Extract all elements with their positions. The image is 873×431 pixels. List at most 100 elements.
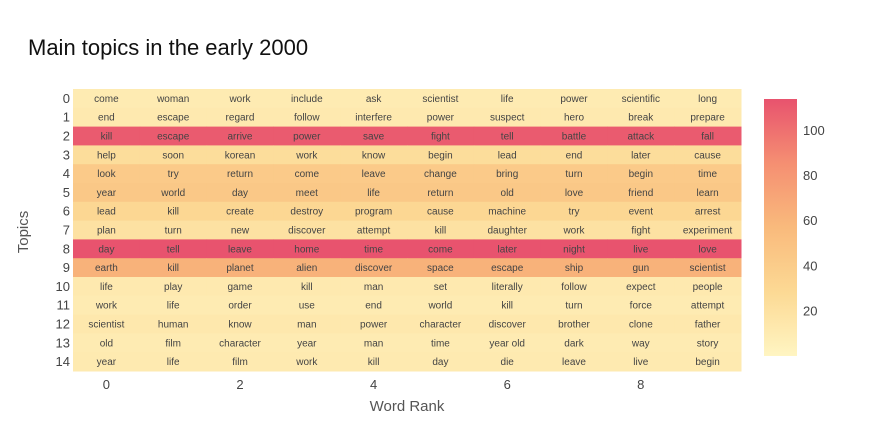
heatmap-cell xyxy=(206,201,274,222)
cell-label: woman xyxy=(156,94,189,105)
cell-label: story xyxy=(697,338,719,349)
heatmap-cell xyxy=(340,258,408,278)
y-tick-label: 8 xyxy=(63,241,70,256)
heatmap-cell xyxy=(139,295,208,316)
cell-label: turn xyxy=(165,226,182,237)
cell-label: daughter xyxy=(487,226,527,237)
heatmap-cell xyxy=(540,220,608,240)
heatmap-cell xyxy=(73,164,141,184)
heatmap-cell xyxy=(607,258,675,278)
heatmap-cell xyxy=(139,89,208,109)
cell-label: work xyxy=(228,94,251,105)
heatmap-cell xyxy=(340,89,408,109)
heatmap-cell xyxy=(206,258,274,278)
heatmap-cell xyxy=(273,126,341,146)
cell-label: kill xyxy=(501,301,513,312)
y-tick-label: 2 xyxy=(63,129,70,144)
cell-label: year xyxy=(97,357,117,368)
heatmap-cell xyxy=(206,277,274,297)
cell-label: year xyxy=(97,188,117,199)
cell-label: love xyxy=(698,244,717,255)
heatmap-cell xyxy=(473,333,542,353)
cell-label: learn xyxy=(696,188,718,199)
cell-label: way xyxy=(631,338,650,349)
x-tick-label: 6 xyxy=(504,377,511,392)
heatmap-cell xyxy=(340,352,408,372)
cell-label: old xyxy=(501,188,514,199)
heatmap-cell xyxy=(273,277,341,297)
cell-label: arrive xyxy=(227,132,252,143)
heatmap-cell xyxy=(273,333,341,353)
cell-label: night xyxy=(563,244,585,255)
heatmap-cell xyxy=(674,295,742,316)
colorbar-tick-label: 40 xyxy=(803,258,817,273)
heatmap-cell xyxy=(73,314,141,334)
cell-label: cause xyxy=(694,150,721,161)
heatmap-cell xyxy=(139,126,208,146)
heatmap-cell xyxy=(407,164,475,184)
heatmap-cell xyxy=(139,183,208,203)
cell-label: work xyxy=(95,301,118,312)
heatmap-cell xyxy=(540,295,608,316)
heatmap-cell xyxy=(473,183,542,203)
cell-label: return xyxy=(227,169,253,180)
heatmap-cell xyxy=(139,333,208,353)
heatmap-cell xyxy=(340,220,408,240)
cell-label: time xyxy=(431,338,450,349)
cell-label: live xyxy=(633,244,648,255)
x-tick-label: 0 xyxy=(103,377,110,392)
heatmap-cell xyxy=(473,107,542,128)
cell-label: force xyxy=(630,301,653,312)
cell-label: try xyxy=(168,169,179,180)
cell-label: brother xyxy=(558,320,590,331)
cell-label: earth xyxy=(95,263,118,274)
heatmap-cell xyxy=(273,314,341,334)
heatmap-cell xyxy=(674,126,742,146)
cell-label: father xyxy=(695,320,721,331)
cell-label: tell xyxy=(167,244,180,255)
cell-label: scientist xyxy=(690,263,726,274)
cell-label: interfere xyxy=(355,113,392,124)
heatmap-cell xyxy=(607,183,675,203)
cell-label: kill xyxy=(101,132,113,143)
heatmap-cell xyxy=(607,89,675,109)
heatmap-cell xyxy=(674,145,742,165)
heatmap-cell xyxy=(340,164,408,184)
heatmap-cell xyxy=(340,295,408,316)
heatmap-cell xyxy=(674,277,742,297)
cell-label: film xyxy=(165,338,181,349)
heatmap-cell xyxy=(73,295,141,316)
y-tick-label: 14 xyxy=(56,354,70,369)
heatmap-cell xyxy=(473,277,542,297)
cell-label: human xyxy=(158,320,189,331)
cell-label: kill xyxy=(301,282,313,293)
cell-labels: come woman work include ask scientist life powe… xyxy=(88,94,732,368)
y-tick-label: 6 xyxy=(63,204,70,219)
x-tick-label: 8 xyxy=(637,377,644,392)
heatmap-cell xyxy=(273,239,341,259)
y-tick-label: 11 xyxy=(57,298,71,313)
heatmap-cell xyxy=(273,220,341,240)
heatmap-cell xyxy=(473,145,542,165)
heatmap-cell xyxy=(473,295,542,316)
cell-label: work xyxy=(295,357,318,368)
cell-label: bring xyxy=(496,169,518,180)
cell-label: fight xyxy=(431,132,450,143)
heatmap-cell xyxy=(540,201,608,222)
cell-label: man xyxy=(364,282,383,293)
chart-title: Main topics in the early 2000 xyxy=(28,35,308,60)
heatmap-cell xyxy=(273,201,341,222)
heatmap-cell xyxy=(340,201,408,222)
cell-label: discover xyxy=(355,263,393,274)
cell-label: fight xyxy=(631,226,650,237)
heatmap-cell xyxy=(73,220,141,240)
cell-label: use xyxy=(299,301,316,312)
heatmap-cell xyxy=(674,89,742,109)
heatmap-cell xyxy=(139,201,208,222)
heatmap-cell xyxy=(206,295,274,316)
cell-label: break xyxy=(628,113,654,124)
cell-label: ship xyxy=(565,263,584,274)
y-tick-label: 10 xyxy=(56,279,70,294)
heatmap-cell xyxy=(340,107,408,128)
cell-label: begin xyxy=(428,150,452,161)
